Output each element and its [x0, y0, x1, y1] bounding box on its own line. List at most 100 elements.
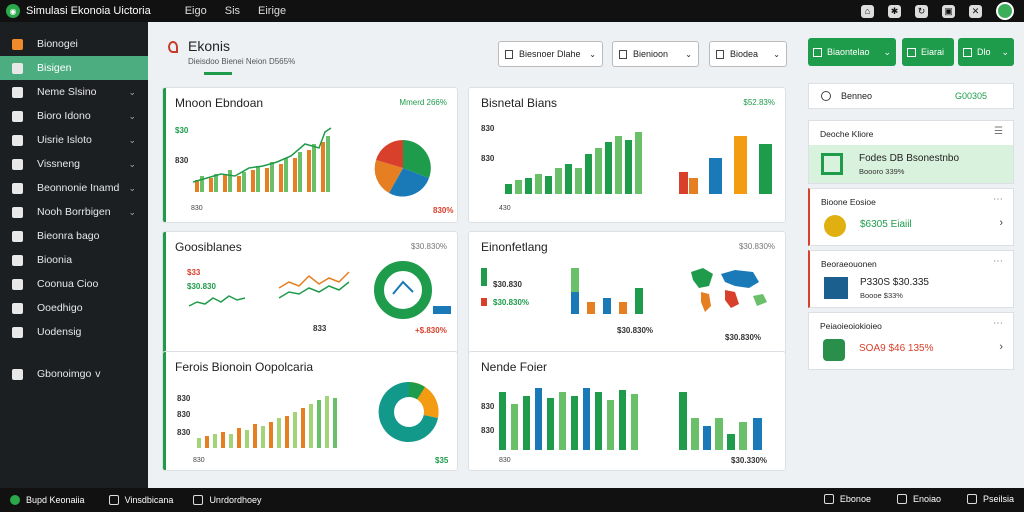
- bar: [312, 144, 316, 192]
- right-card-3[interactable]: Beoraeouonen ⋯ P330S $30.335 Boooe $33%: [808, 250, 1014, 308]
- sidebar-item-3[interactable]: Neme Slsino ⌄: [0, 80, 148, 104]
- filter-dropdown-3[interactable]: Biodea ⌄: [709, 41, 787, 67]
- axis-label: 833: [313, 324, 327, 333]
- chevron-down-icon: ⌄: [883, 46, 891, 57]
- bar: [679, 392, 687, 450]
- filter-dropdown-2[interactable]: Bienioon ⌄: [612, 41, 699, 67]
- sidebar-item-9[interactable]: Bieonra bago: [0, 224, 148, 248]
- menu-item-3[interactable]: Eirige: [258, 5, 287, 17]
- sidebar-item-7[interactable]: Beonnonie Inamd ⌄: [0, 176, 148, 200]
- title-underline: [204, 72, 232, 75]
- menu-item-1[interactable]: Eigo: [184, 5, 207, 17]
- sidebar-item-13[interactable]: Uodensig: [0, 320, 148, 344]
- card-1[interactable]: Mnoon Ebndoan Mmerd 266% $30 830 830%: [162, 87, 458, 223]
- bar: [205, 436, 209, 448]
- bar: [293, 412, 297, 448]
- sidebar-item-label: Bioro Idono: [37, 110, 91, 122]
- axis-label: 830: [177, 428, 191, 437]
- page-title: Ekonis: [188, 38, 231, 54]
- chevron-down-icon: v: [95, 368, 101, 380]
- chevron-right-icon[interactable]: ›: [999, 217, 1003, 229]
- calendar-icon: [505, 49, 513, 59]
- axis-label: 830: [499, 457, 511, 464]
- card-5[interactable]: Ferois Bionoin Oopolcaria 830 830 830 $3…: [162, 351, 458, 471]
- bar: [251, 170, 255, 192]
- bar: [229, 434, 233, 448]
- sidebar-item-2[interactable]: Bisigen: [0, 56, 148, 80]
- action-button-1[interactable]: Biaontelao ⌄: [808, 38, 896, 66]
- bar: [727, 434, 735, 450]
- bottom-right-item-1[interactable]: Ebonoe: [823, 494, 871, 504]
- more-icon[interactable]: ⋯: [993, 318, 1003, 329]
- more-icon[interactable]: ⋯: [993, 194, 1003, 205]
- sidebar-footer-item[interactable]: Gbonoimgo v: [0, 362, 148, 386]
- menu-item-2[interactable]: Sis: [224, 5, 241, 17]
- sidebar-item-1[interactable]: Bionogei: [0, 32, 148, 56]
- sidebar-item-4[interactable]: Bioro Idono ⌄: [0, 104, 148, 128]
- notification-icon[interactable]: ▣: [942, 4, 955, 18]
- bar: [200, 176, 204, 192]
- legend-bar: [481, 298, 487, 306]
- chevron-down-icon: ⌄: [128, 182, 136, 193]
- bottom-bar: Bupd Keonaiia Vinsdbicana Unrdordhoey Eb…: [0, 488, 1024, 512]
- bottom-right-item-3[interactable]: Pseilsia: [966, 494, 1014, 504]
- sidebar-item-10[interactable]: Bioonia: [0, 248, 148, 272]
- bar: [515, 180, 522, 194]
- app-title: Simulasi Ekonoia Uictoria: [26, 5, 151, 17]
- sidebar-item-6[interactable]: Vissneng ⌄: [0, 152, 148, 176]
- card-3[interactable]: Goosiblanes $30.830% $33 $30.830 833 +$.…: [162, 231, 458, 365]
- refresh-icon[interactable]: ↻: [915, 4, 928, 18]
- bar: [237, 176, 241, 192]
- button-label: Dlo: [977, 47, 991, 57]
- card-accent: [163, 232, 166, 364]
- donut-segment: [374, 261, 432, 319]
- bottom-item-2[interactable]: Vinsdbicana: [108, 495, 173, 505]
- card-value-a: $30.830: [187, 282, 216, 291]
- bar: [245, 430, 249, 448]
- right-card-2[interactable]: Bioone Eosioe ⋯ $6305 Eiaiil ›: [808, 188, 1014, 246]
- user-avatar[interactable]: [996, 2, 1014, 20]
- bottom-label: Ebonoe: [839, 494, 871, 504]
- bottom-right-item-2[interactable]: Enoiao: [896, 494, 941, 504]
- right-card-4[interactable]: Peiaoieoiokioieo ⋯ SOA9 $46 135% ›: [808, 312, 1014, 370]
- card-value: P330S $30.335: [860, 277, 929, 288]
- back-icon: [823, 494, 834, 504]
- bar: [213, 434, 217, 448]
- card-4[interactable]: Einonfetlang $30.830% $30.830 $30.830% $…: [468, 231, 786, 365]
- filter-dropdown-1[interactable]: Biesnoer Dlahe ⌄: [498, 41, 603, 67]
- close-icon[interactable]: ✕: [969, 4, 982, 18]
- menu-icon[interactable]: ☰: [994, 126, 1003, 137]
- card-accent: [163, 88, 166, 222]
- bottom-item-1[interactable]: Bupd Keonaiia: [10, 495, 85, 505]
- sidebar-item-8[interactable]: Nooh Borrbigen ⌄: [0, 200, 148, 224]
- settings-icon[interactable]: ✱: [888, 4, 901, 18]
- chevron-right-icon[interactable]: ›: [999, 341, 1003, 353]
- bar: [256, 166, 260, 192]
- home-icon[interactable]: ⌂: [861, 4, 874, 18]
- bar: [261, 426, 265, 448]
- action-button-2[interactable]: Eiarai: [902, 38, 954, 66]
- page-subtitle: Dieisdoo Bienei Neion D565%: [188, 57, 296, 66]
- card-6[interactable]: Nende Foier 830 830 $30.330%: [468, 351, 786, 471]
- right-card-1[interactable]: Deoche Kliore ☰ Fodes DB Bsonestnbo Booo…: [808, 120, 1014, 184]
- axis-label: $30: [175, 126, 189, 135]
- action-button-3[interactable]: Dlo ⌄: [958, 38, 1014, 66]
- bottom-right: Ebonoe Enoiao Pseilsia: [814, 494, 1014, 504]
- bar: [223, 174, 227, 192]
- bar: [214, 174, 218, 192]
- chevron-down-icon: ⌄: [128, 86, 136, 97]
- map-value: $30.830%: [725, 333, 761, 342]
- sidebar-item-11[interactable]: Coonua Cioo: [0, 272, 148, 296]
- add-icon: [813, 47, 822, 57]
- user-icon: [821, 91, 831, 101]
- bar: [285, 416, 289, 448]
- card-2[interactable]: Bisnetal Bians $52.83% 830 830: [468, 87, 786, 223]
- bottom-item-3[interactable]: Unrdordhoey: [193, 495, 261, 505]
- sidebar-item-5[interactable]: Uisrie Isloto ⌄: [0, 128, 148, 152]
- top-bar-icons: ⌂ ✱ ↻ ▣ ✕: [861, 2, 1014, 20]
- bar: [631, 394, 638, 450]
- donut-chart: [378, 381, 439, 442]
- sidebar-item-12[interactable]: Ooedhigo: [0, 296, 148, 320]
- more-icon[interactable]: ⋯: [993, 256, 1003, 267]
- network-icon: [12, 254, 23, 266]
